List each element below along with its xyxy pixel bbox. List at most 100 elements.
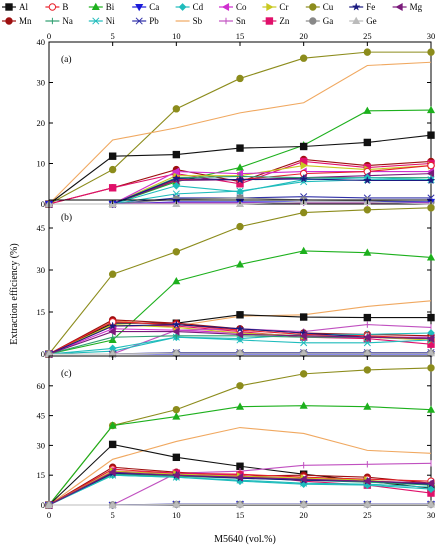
panel-label: (a) bbox=[61, 54, 72, 65]
legend-entry-ga: Ga bbox=[305, 16, 334, 26]
data-point-ge-0 bbox=[44, 500, 54, 509]
y-tick-label-45: 45 bbox=[37, 411, 46, 421]
legend-label-ni: Ni bbox=[106, 16, 115, 26]
top-x-tick-label-15: 15 bbox=[236, 31, 245, 41]
legend-entry-bi: Bi bbox=[88, 2, 115, 12]
data-point-mg-25 bbox=[363, 477, 371, 486]
series-sb bbox=[48, 61, 432, 205]
legend-entry-cr: Cr bbox=[262, 2, 288, 12]
y-tick-label-20: 20 bbox=[37, 118, 46, 128]
legend-entry-zn: Zn bbox=[262, 16, 290, 26]
x-tick-label-10: 10 bbox=[172, 510, 181, 520]
data-point-bi-15 bbox=[235, 402, 245, 410]
data-point-al-30 bbox=[427, 313, 435, 322]
legend-marker-cd bbox=[178, 3, 187, 11]
data-point-bi-20 bbox=[299, 246, 308, 255]
panel-label: (c) bbox=[61, 368, 72, 379]
legend-marker-ni bbox=[92, 17, 100, 25]
data-point-fe-5 bbox=[108, 321, 118, 330]
legend-marker-mn bbox=[5, 17, 13, 25]
top-x-tick-label-30: 30 bbox=[427, 31, 436, 41]
data-point-ge-25 bbox=[363, 500, 372, 508]
data-point-al-25 bbox=[363, 313, 372, 322]
data-point-cu-15 bbox=[236, 74, 244, 83]
data-point-ge-10 bbox=[172, 500, 181, 508]
data-point-ge-20 bbox=[299, 500, 308, 508]
data-point-fe-10 bbox=[171, 173, 181, 183]
data-point-mg-20 bbox=[299, 331, 307, 340]
legend-label-cd: Cd bbox=[193, 2, 204, 12]
legend-marker-zn bbox=[265, 17, 274, 25]
top-x-tick-label-25: 25 bbox=[363, 31, 372, 41]
legend-marker-mg bbox=[395, 2, 403, 12]
series-bi bbox=[44, 401, 436, 509]
data-point-cu-25 bbox=[363, 48, 372, 56]
legend-marker-pb bbox=[135, 17, 143, 25]
data-point-mg-5 bbox=[108, 468, 116, 477]
panel-b: 0 15 30 45 (b) bbox=[37, 199, 436, 359]
data-point-bi-25 bbox=[363, 106, 372, 114]
data-point-cu-5 bbox=[108, 165, 117, 174]
data-point-cu-5 bbox=[108, 270, 117, 278]
data-point-cu-25 bbox=[363, 366, 372, 374]
data-point-fe-10 bbox=[171, 319, 181, 329]
y-tick-label-30: 30 bbox=[37, 78, 46, 88]
data-point-cu-20 bbox=[299, 208, 308, 217]
data-point-bi-30 bbox=[426, 405, 436, 413]
legend-label-co: Co bbox=[236, 2, 247, 12]
data-point-cu-15 bbox=[236, 382, 244, 390]
series-line-bi bbox=[48, 405, 432, 506]
legend-entry-na: Na bbox=[45, 16, 73, 26]
data-point-bi-30 bbox=[426, 253, 436, 261]
series-mg bbox=[44, 468, 435, 510]
legend-label-ga: Ga bbox=[323, 16, 334, 26]
legend-label-fe: Fe bbox=[366, 2, 375, 12]
legend-entry-mg: Mg bbox=[392, 2, 423, 12]
data-point-bi-15 bbox=[235, 260, 245, 268]
legend-label-pb: Pb bbox=[149, 16, 159, 26]
legend-marker-bi bbox=[91, 2, 100, 11]
data-point-bi-25 bbox=[363, 248, 372, 256]
data-point-cu-10 bbox=[172, 405, 181, 414]
legend-marker-fe bbox=[351, 2, 361, 11]
data-point-mg-20 bbox=[299, 475, 307, 484]
legend-label-mg: Mg bbox=[410, 2, 423, 12]
data-point-bi-25 bbox=[363, 402, 372, 410]
legend-marker-ga bbox=[309, 17, 317, 25]
x-axis-title: M5640 (vol.%) bbox=[214, 534, 276, 545]
legend-marker-ca bbox=[135, 3, 144, 12]
data-point-al-10 bbox=[172, 453, 181, 462]
panel-label: (b) bbox=[61, 212, 72, 223]
legend-entry-cd: Cd bbox=[175, 2, 204, 12]
y-tick-label-0: 0 bbox=[41, 199, 45, 209]
data-point-mg-10 bbox=[172, 471, 180, 480]
data-point-al-30 bbox=[427, 131, 435, 139]
data-point-cu-10 bbox=[172, 248, 181, 256]
data-point-al-20 bbox=[299, 313, 308, 321]
legend-entry-co: Co bbox=[219, 2, 247, 12]
legend-entry-ca: Ca bbox=[132, 2, 159, 12]
legend-label-ge: Ge bbox=[366, 16, 377, 26]
legend-label-na: Na bbox=[62, 16, 73, 26]
data-point-bi-20 bbox=[299, 401, 308, 409]
legend-marker-cr bbox=[266, 2, 274, 12]
data-point-cu-15 bbox=[236, 222, 244, 231]
data-point-cr-20 bbox=[300, 161, 308, 170]
legend-entry-pb: Pb bbox=[132, 16, 159, 26]
legend-entry-sn: Sn bbox=[219, 16, 246, 26]
legend-entry-b: B bbox=[45, 2, 68, 12]
data-point-cd-10 bbox=[172, 181, 181, 190]
data-point-cu-20 bbox=[299, 370, 308, 378]
data-point-fe-30 bbox=[426, 175, 436, 185]
y-tick-label-10: 10 bbox=[37, 159, 46, 169]
data-point-fe-20 bbox=[299, 174, 309, 183]
legend-entry-mn: Mn bbox=[2, 16, 32, 26]
data-point-mg-30 bbox=[426, 479, 435, 488]
legend-entry-al: Al bbox=[2, 2, 28, 12]
x-tick-label-15: 15 bbox=[236, 510, 245, 520]
y-tick-label-15: 15 bbox=[37, 307, 46, 317]
data-point-cu-30 bbox=[427, 48, 435, 56]
y-tick-label-45: 45 bbox=[37, 223, 46, 233]
data-point-fe-25 bbox=[362, 175, 372, 185]
